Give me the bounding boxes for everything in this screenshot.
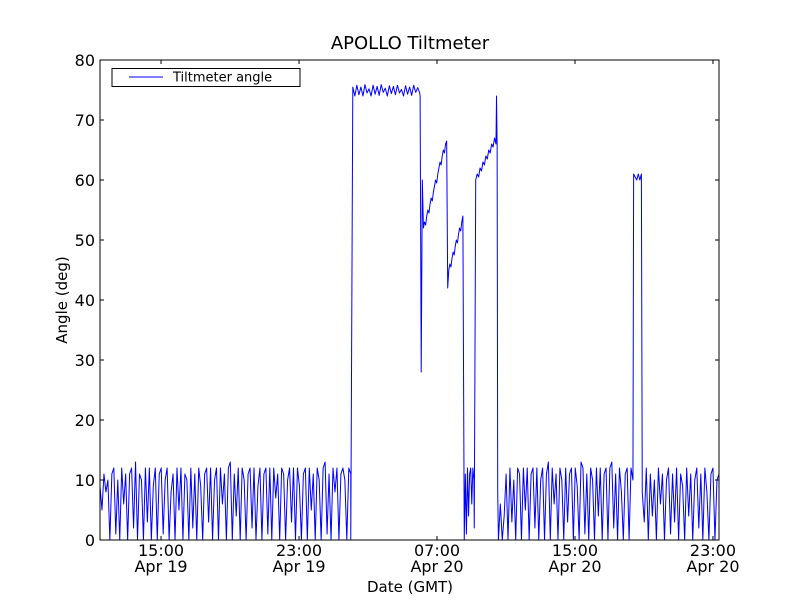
chart-title: APOLLO Tiltmeter bbox=[331, 33, 490, 54]
x-axis-label: Date (GMT) bbox=[367, 578, 453, 596]
x-tick-label-date: Apr 20 bbox=[548, 557, 601, 576]
x-tick-label-time: 23:00 bbox=[276, 541, 322, 560]
legend: Tiltmeter angle bbox=[111, 68, 301, 87]
x-tick-label-date: Apr 19 bbox=[272, 557, 325, 576]
x-tick-label-time: 07:00 bbox=[414, 541, 460, 560]
y-tick-label: 50 bbox=[75, 231, 95, 250]
x-tick-label-time: 15:00 bbox=[138, 541, 184, 560]
x-tick-label-time: 15:00 bbox=[552, 541, 598, 560]
y-tick-label: 20 bbox=[75, 411, 95, 430]
x-tick-label-time: 23:00 bbox=[690, 541, 736, 560]
y-tick-label: 30 bbox=[75, 351, 95, 370]
y-axis-label: Angle (deg) bbox=[53, 256, 71, 343]
legend-label: Tiltmeter angle bbox=[172, 71, 272, 86]
y-tick-label: 10 bbox=[75, 471, 95, 490]
series-line-tiltmeter-angle bbox=[99, 84, 720, 541]
x-tick-label-date: Apr 19 bbox=[134, 557, 187, 576]
y-tick-label: 40 bbox=[75, 291, 95, 310]
y-tick-label: 60 bbox=[75, 171, 95, 190]
y-tick-label: 0 bbox=[85, 531, 95, 550]
x-tick-label-date: Apr 20 bbox=[686, 557, 739, 576]
x-tick-label-date: Apr 20 bbox=[410, 557, 463, 576]
plot-area bbox=[99, 84, 720, 541]
y-tick-label: 80 bbox=[75, 51, 95, 70]
legend-box bbox=[111, 68, 301, 87]
y-tick-label: 70 bbox=[75, 111, 95, 130]
